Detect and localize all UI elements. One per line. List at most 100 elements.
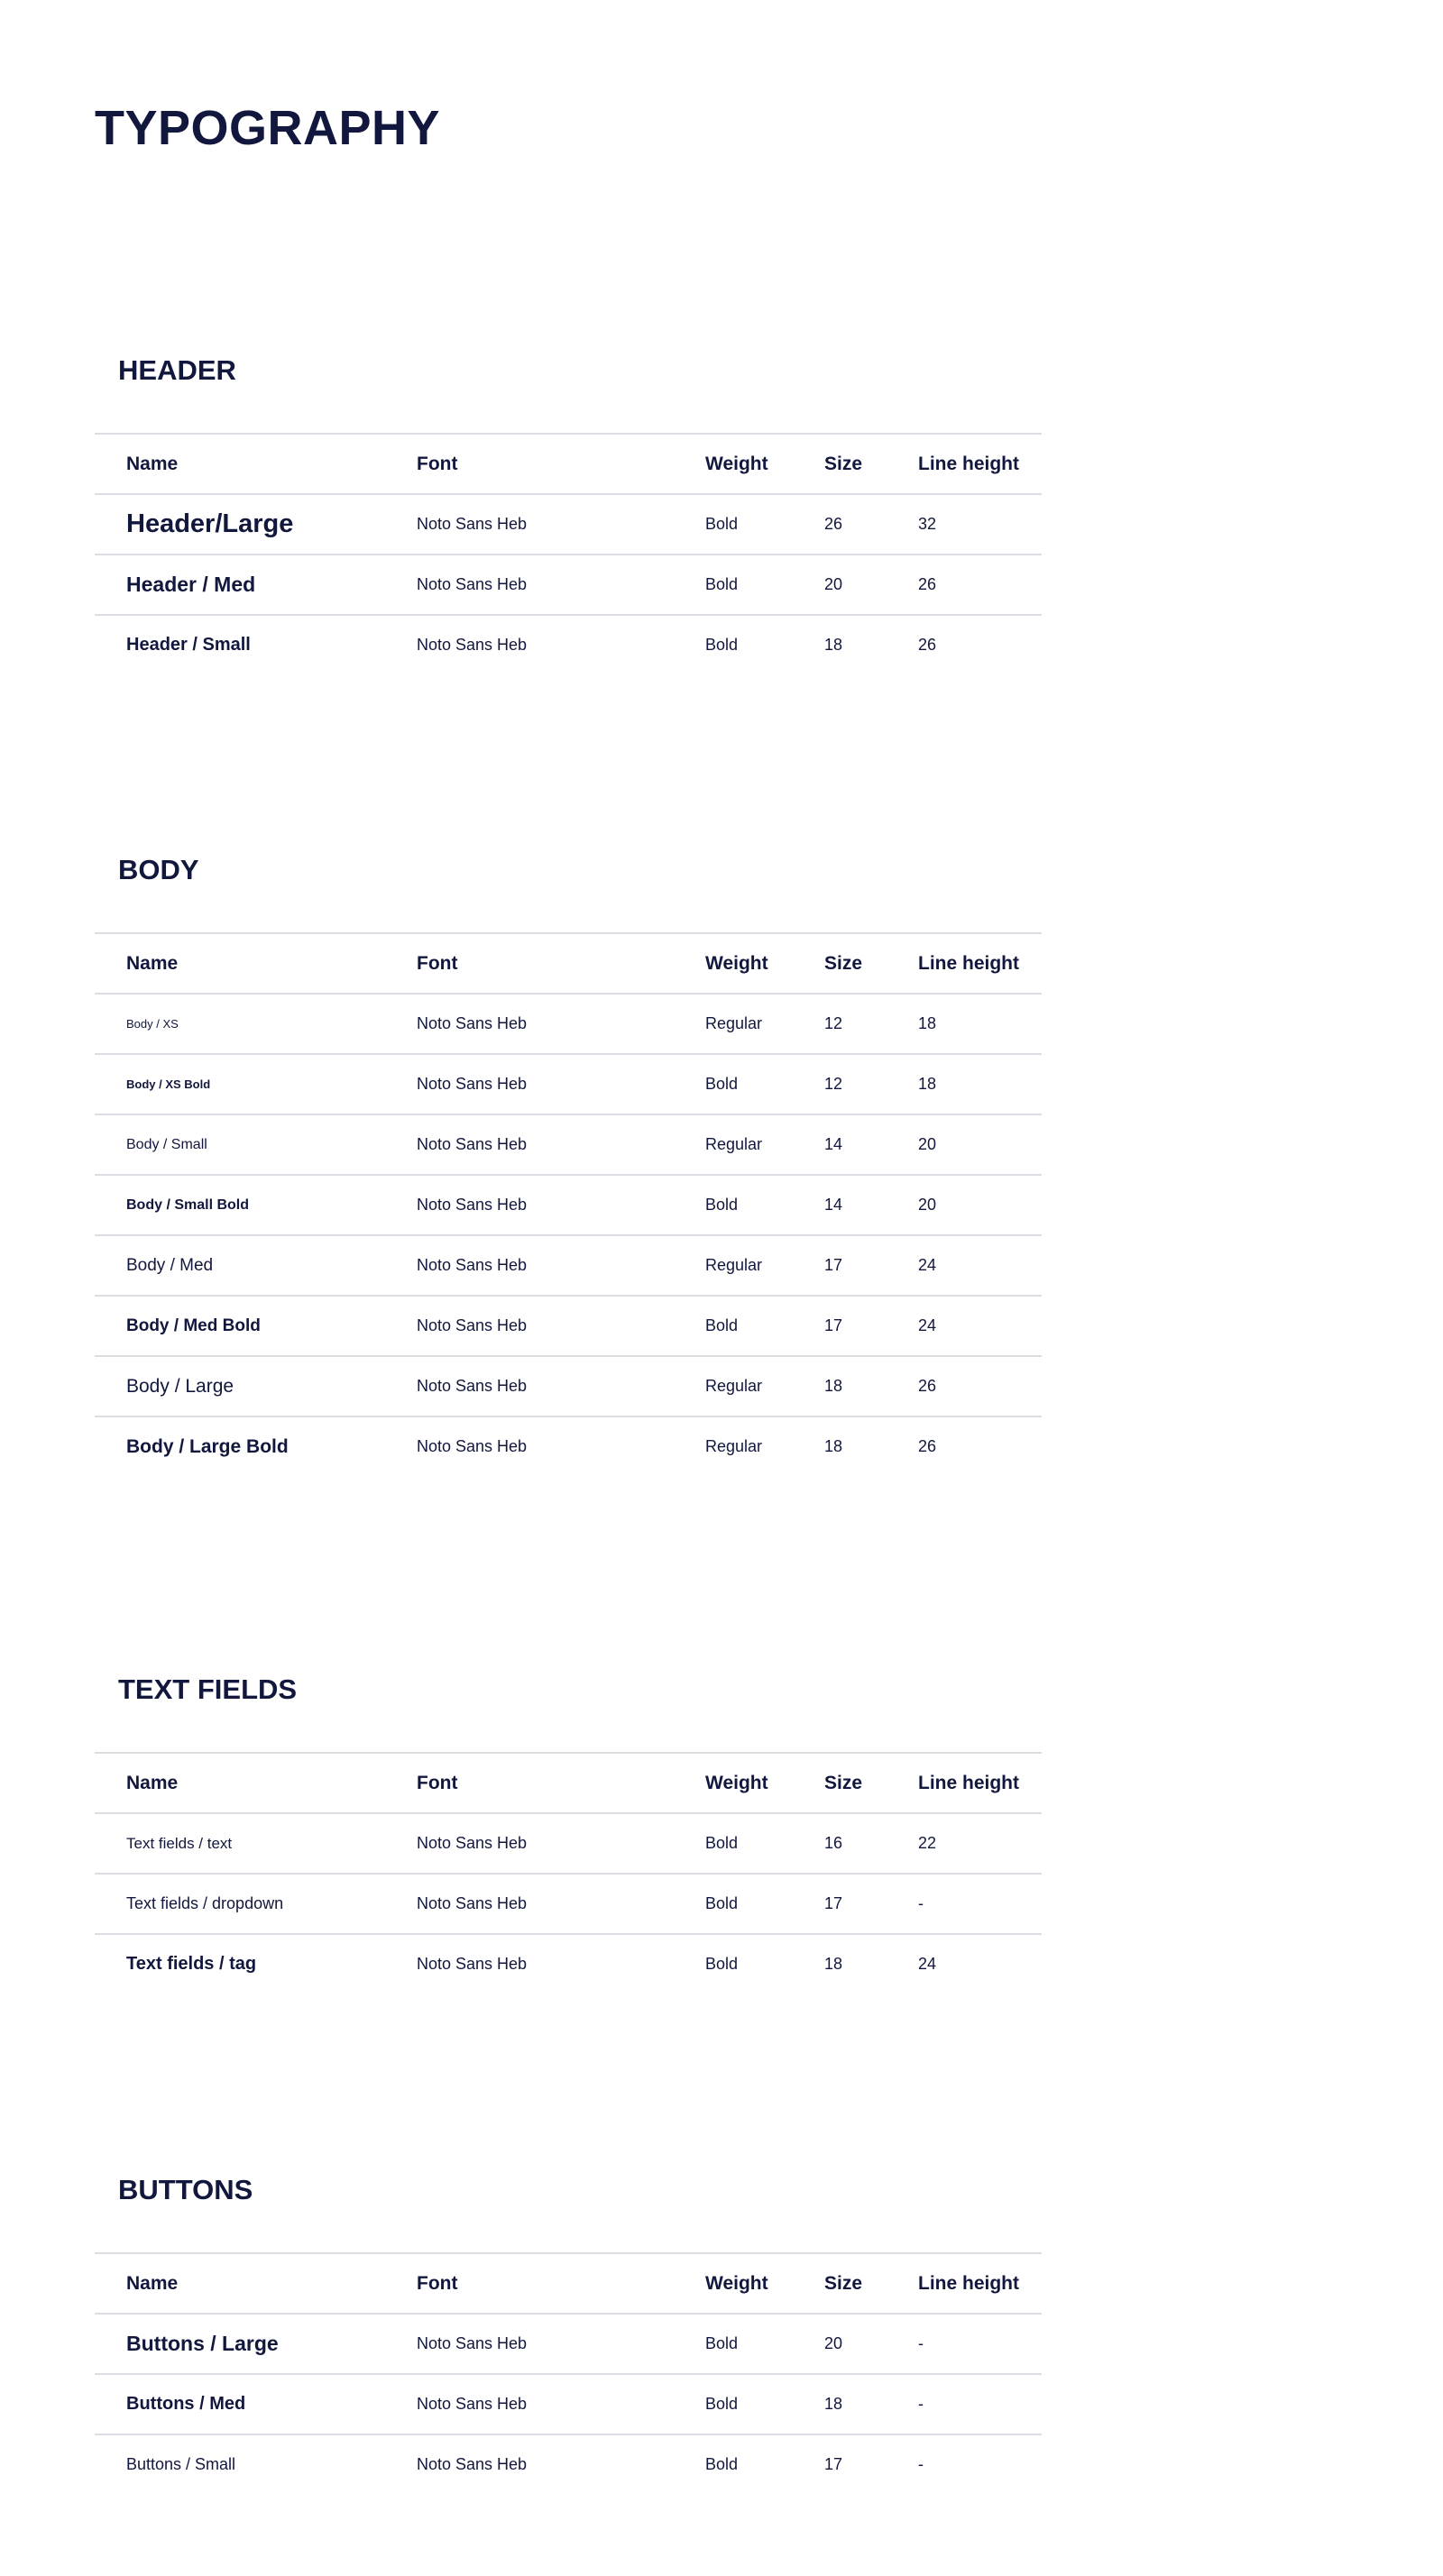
table-row: Header / Med Noto Sans Heb Bold 20 26	[95, 554, 1042, 615]
style-name-sample: Buttons / Large	[126, 2332, 279, 2355]
cell-font: Noto Sans Heb	[417, 2434, 705, 2494]
cell-font: Noto Sans Heb	[417, 2373, 705, 2434]
cell-size: 17	[824, 1234, 918, 1296]
cell-weight: Bold	[705, 493, 824, 555]
column-header: Line height	[918, 932, 1042, 994]
column-header: Name	[95, 2252, 417, 2314]
cell-line-height: 24	[918, 1295, 1042, 1356]
table-row: Text fields / tag Noto Sans Heb Bold 18 24	[95, 1933, 1042, 1994]
column-header: Weight	[705, 433, 824, 494]
style-name-sample: Buttons / Med	[126, 2394, 246, 2414]
cell-line-height: 24	[918, 1933, 1042, 1994]
cell-weight: Bold	[705, 1933, 824, 1994]
style-name-sample: Body / XS Bold	[126, 1077, 211, 1091]
cell-size: 16	[824, 1812, 918, 1874]
cell-line-height: 18	[918, 993, 1042, 1054]
table-row: Header/Large Noto Sans Heb Bold 26 32	[95, 493, 1042, 555]
column-header: Size	[824, 932, 918, 994]
style-name-sample: Body / Small Bold	[126, 1196, 250, 1213]
cell-weight: Bold	[705, 1873, 824, 1934]
table-row: Text fields / text Noto Sans Heb Bold 16 22	[95, 1812, 1042, 1874]
table-row: Body / Small Bold Noto Sans Heb Bold 14 20	[95, 1174, 1042, 1235]
table-row: Body / XS Bold Noto Sans Heb Bold 12 18	[95, 1053, 1042, 1114]
cell-font: Noto Sans Heb	[417, 1873, 705, 1934]
cell-weight: Regular	[705, 1234, 824, 1296]
table-row: Header / Small Noto Sans Heb Bold 18 26	[95, 614, 1042, 674]
cell-line-height: 20	[918, 1114, 1042, 1175]
typography-table: Name Font Weight Size Line height Buttons / L…	[95, 2252, 1042, 2494]
style-name: Text fields / text	[95, 1812, 417, 1874]
cell-weight: Bold	[705, 2313, 824, 2374]
style-name-sample: Text fields / text	[126, 1834, 233, 1852]
style-name-sample: Header / Small	[126, 635, 251, 655]
cell-weight: Bold	[705, 614, 824, 674]
table-header-row: Name Font Weight Size Line height	[95, 932, 1042, 994]
cell-font: Noto Sans Heb	[417, 1355, 705, 1416]
cell-line-height: -	[918, 1873, 1042, 1934]
cell-weight: Regular	[705, 1114, 824, 1175]
column-header: Size	[824, 433, 918, 494]
section-header: HEADER Name Font Weight Size Line height Heade…	[95, 353, 1042, 674]
column-header: Line height	[918, 433, 1042, 494]
section-body: BODY Name Font Weight Size Line height Body / …	[95, 852, 1042, 1476]
cell-font: Noto Sans Heb	[417, 993, 705, 1054]
table-header-row: Name Font Weight Size Line height	[95, 2252, 1042, 2314]
cell-font: Noto Sans Heb	[417, 1295, 705, 1356]
cell-weight: Bold	[705, 2373, 824, 2434]
column-header: Font	[417, 433, 705, 494]
cell-line-height: 24	[918, 1234, 1042, 1296]
section-text-fields: TEXT FIELDS Name Font Weight Size Line height…	[95, 1672, 1042, 1994]
column-header: Name	[95, 932, 417, 994]
column-header: Size	[824, 2252, 918, 2314]
table-row: Buttons / Small Noto Sans Heb Bold 17-	[95, 2434, 1042, 2494]
cell-size: 20	[824, 2313, 918, 2374]
cell-line-height: 20	[918, 1174, 1042, 1235]
style-name: Body / Large	[95, 1355, 417, 1416]
style-name: Body / Small	[95, 1114, 417, 1175]
cell-line-height: 18	[918, 1053, 1042, 1114]
style-name: Body / Med Bold	[95, 1295, 417, 1356]
style-name-sample: Text fields / tag	[126, 1954, 257, 1974]
cell-size: 12	[824, 1053, 918, 1114]
cell-font: Noto Sans Heb	[417, 493, 705, 555]
style-name-sample: Header / Med	[126, 573, 256, 596]
style-name-sample: Body / XS	[126, 1017, 179, 1031]
typography-table: Name Font Weight Size Line height Body / XS No…	[95, 932, 1042, 1476]
cell-size: 12	[824, 993, 918, 1054]
table-row: Body / XS Noto Sans Heb Regular 12 18	[95, 993, 1042, 1054]
column-header: Font	[417, 2252, 705, 2314]
cell-font: Noto Sans Heb	[417, 1812, 705, 1874]
cell-size: 17	[824, 2434, 918, 2494]
table-row: Body / Large Noto Sans Heb Regular 18 26	[95, 1355, 1042, 1416]
column-header: Font	[417, 932, 705, 994]
cell-font: Noto Sans Heb	[417, 1174, 705, 1235]
table-row: Body / Small Noto Sans Heb Regular 14 20	[95, 1114, 1042, 1175]
cell-weight: Bold	[705, 1174, 824, 1235]
table-header-row: Name Font Weight Size Line height	[95, 433, 1042, 494]
section-title: TEXT FIELDS	[118, 1673, 298, 1705]
cell-font: Noto Sans Heb	[417, 1933, 705, 1994]
cell-size: 18	[824, 2373, 918, 2434]
cell-font: Noto Sans Heb	[417, 614, 705, 674]
cell-line-height: -	[918, 2313, 1042, 2374]
cell-weight: Bold	[705, 1812, 824, 1874]
table-row: Body / Med Noto Sans Heb Regular 17 24	[95, 1234, 1042, 1296]
style-name: Text fields / dropdown	[95, 1873, 417, 1934]
style-name: Buttons / Med	[95, 2373, 417, 2434]
table-row: Text fields / dropdown Noto Sans Heb Bold 1…	[95, 1873, 1042, 1934]
column-header: Size	[824, 1752, 918, 1813]
style-name-sample: Body / Large	[126, 1375, 234, 1397]
style-name-sample: Header/Large	[126, 509, 294, 538]
cell-weight: Regular	[705, 1416, 824, 1476]
style-name: Body / XS	[95, 993, 417, 1054]
cell-size: 18	[824, 1933, 918, 1994]
style-name-sample: Body / Med Bold	[126, 1316, 261, 1335]
style-name-sample: Body / Small	[126, 1136, 207, 1152]
page-title: TYPOGRAPHY	[95, 101, 441, 155]
cell-font: Noto Sans Heb	[417, 1114, 705, 1175]
cell-size: 14	[824, 1114, 918, 1175]
typography-table: Name Font Weight Size Line height Header/Larg…	[95, 433, 1042, 674]
cell-size: 26	[824, 493, 918, 555]
cell-font: Noto Sans Heb	[417, 1234, 705, 1296]
style-name: Header/Large	[95, 493, 417, 555]
